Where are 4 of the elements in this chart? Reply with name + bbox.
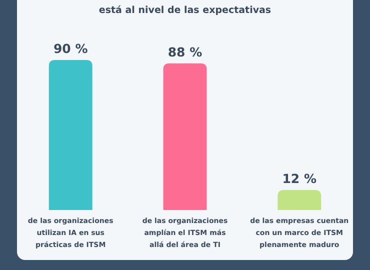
data-label: 88 % [168, 44, 203, 60]
chart-title: está al nivel de las expectativas [98, 5, 272, 16]
data-label: 90 % [53, 41, 88, 56]
data-label: 12 % [282, 171, 317, 186]
